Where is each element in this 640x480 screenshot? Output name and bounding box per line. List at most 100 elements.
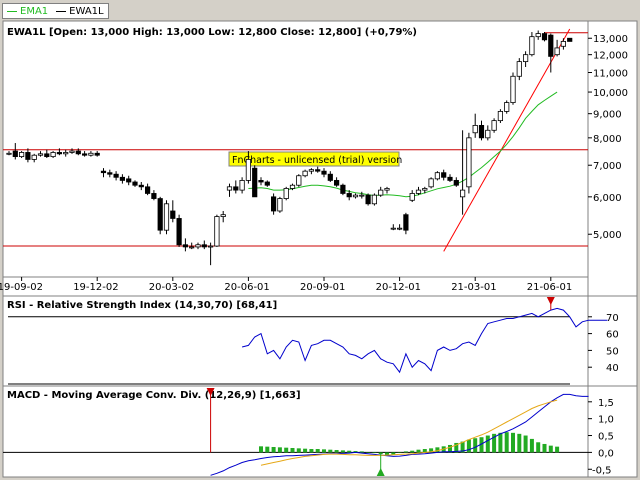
candle-body [289,184,296,189]
macd-histogram-bar [303,448,308,453]
macd-line [210,393,589,476]
candle-body [516,61,522,77]
rsi-panel-frame [2,295,638,387]
macd-histogram-bar [485,435,490,453]
candle-body [315,169,321,172]
candle-body [6,152,12,155]
price-xtick-label: 20-09-01 [300,282,345,293]
candle-body [264,181,270,186]
price-trendline [443,28,571,252]
rsi-ytick-label: 60 [606,330,619,341]
candle-body [497,111,504,122]
macd-histogram-bar [479,437,484,453]
price-xtick-label: 19-09-02 [0,282,43,293]
candle-body [491,120,497,131]
candle-body [126,178,132,183]
candle-body [327,173,333,181]
candle-body [548,34,554,57]
macd-histogram-bar [309,449,314,453]
macd-histogram-bar [359,451,364,453]
candle-body [151,193,157,199]
candle-body [441,172,447,178]
candle-body [207,245,214,248]
candle-body [346,193,352,198]
macd-sell-signal-arrow [206,388,215,396]
price-ytick-label: 13,000 [593,34,628,45]
macd-ytick-label: 1,0 [598,415,614,426]
ema-line [248,91,558,198]
macd-histogram-bar [277,447,282,453]
candle-body [567,37,573,42]
macd-histogram-bar [454,442,459,453]
candle-body [220,214,226,217]
legend-price-line [56,10,67,12]
macd-histogram-bar [259,446,263,453]
candle-body [510,75,516,103]
candle-body [113,173,119,178]
candle-body [378,189,384,196]
candle-body [69,150,75,153]
candle-body [182,244,188,248]
candle-body [270,196,277,212]
candle-body [396,227,403,230]
price-ytick-label: 5,000 [593,230,622,241]
legend-box: EMA1 EWA1L [2,3,109,19]
candle-body [283,188,289,199]
macd-histogram-bar [397,452,402,453]
macd-histogram-bar [542,443,547,453]
rsi-ytick-label: 40 [606,363,619,374]
macd-panel-frame [2,385,638,478]
macd-histogram-bar [429,448,434,453]
macd-histogram-bar [265,446,270,453]
candle-body [447,176,453,181]
rsi-signal-arrow [546,297,555,305]
candle-body [63,152,69,155]
candle-body [529,36,535,56]
legend-ema-label: EMA1 [20,5,49,17]
rsi-ytick-label: 50 [606,346,619,357]
macd-histogram-bar [536,442,541,453]
candle-body [119,176,125,181]
candle-body [504,102,510,112]
price-xtick-label: 20-03-02 [149,282,194,293]
candle-body [308,169,315,172]
macd-histogram-bar [492,433,497,453]
candle-body [195,244,201,248]
candle-body [157,198,163,231]
macd-histogram-bar [523,435,528,453]
candle-body [459,189,466,198]
candle-body [371,194,378,205]
price-ytick-label: 6,000 [593,193,622,204]
macd-ytick-label: 0,5 [598,432,614,443]
candle-body [170,210,176,219]
price-ytick-label: 9,000 [593,110,622,121]
candle-body [88,152,94,156]
candle-body [18,152,25,158]
price-panel-title: EWA1L [Open: 13,000 High: 13,000 Low: 12… [7,27,417,38]
candle-body [403,214,409,231]
macd-buy-signal-arrow [376,468,385,476]
macd-ytick-label: -0,5 [592,465,612,476]
candle-body [472,124,478,134]
candle-body [277,198,283,212]
candle-body [201,244,207,248]
candle-body [415,189,422,194]
legend-price-label: EWA1L [69,5,104,17]
macd-signal-line [260,399,558,466]
candle-body [359,194,365,197]
candle-body [333,180,340,186]
candle-body [163,203,170,231]
candle-body [258,180,264,183]
macd-histogram-bar [322,449,326,453]
legend-ema-line [7,10,17,12]
candle-body [107,172,113,175]
macd-histogram-bar [548,445,553,453]
price-xtick-label: 21-03-01 [451,282,496,293]
price-ytick-label: 8,000 [593,134,622,145]
macd-histogram-bar [284,447,289,453]
price-xtick-label: 20-06-01 [224,282,269,293]
candle-body [31,154,37,160]
macd-histogram-bar [385,452,389,456]
